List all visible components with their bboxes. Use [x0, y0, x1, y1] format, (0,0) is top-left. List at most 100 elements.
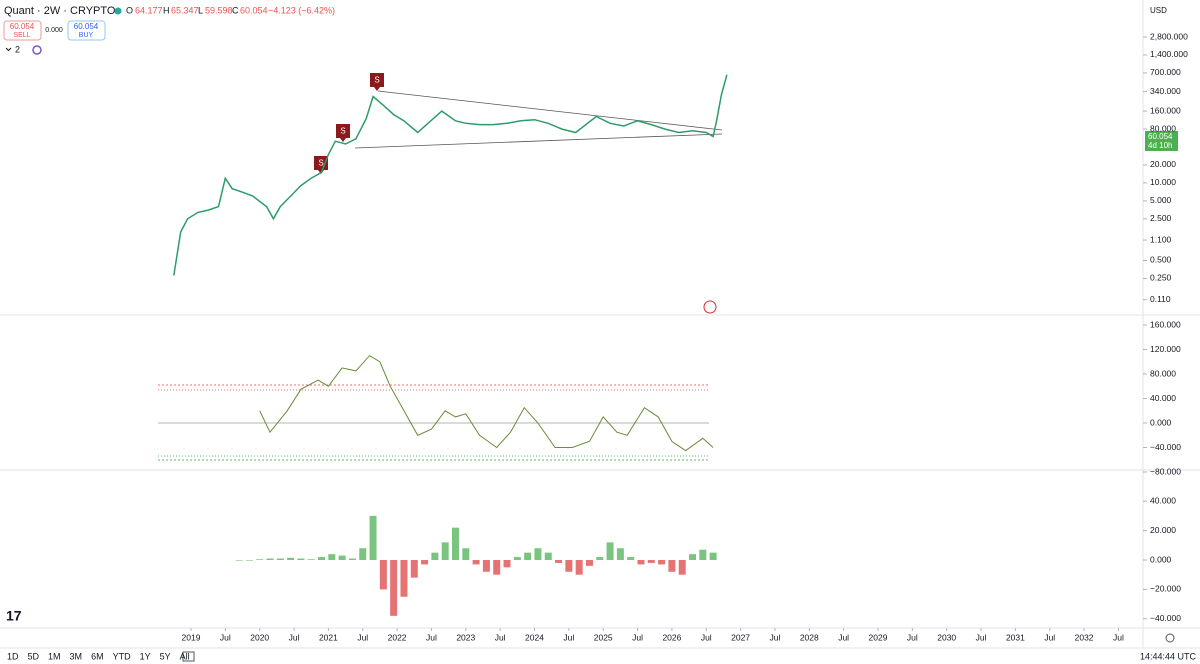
y-tick-label: 700.000	[1150, 67, 1181, 77]
y-tick-label: 10.000	[1150, 177, 1176, 187]
time-tick-label: 2026	[662, 632, 681, 642]
histogram-bar	[287, 557, 295, 560]
histogram-bar	[658, 560, 666, 565]
spread: 0.000	[45, 27, 63, 34]
ohlc-label: L	[198, 5, 203, 15]
collapse-icon[interactable]	[5, 47, 12, 52]
series-line	[173, 74, 728, 276]
histogram-bar	[534, 548, 542, 560]
time-tick-label: 2025	[594, 632, 613, 642]
change: −4.123 (−6.42%)	[268, 5, 335, 15]
histogram-bar	[410, 560, 418, 578]
histogram-bar	[451, 527, 459, 560]
svg-text:S: S	[374, 76, 379, 85]
time-tick-label: 2031	[1006, 632, 1025, 642]
y-tick-label: 2.500	[1150, 213, 1172, 223]
y-tick-label: 20.000	[1150, 525, 1176, 535]
histogram-bar	[575, 560, 583, 575]
time-tick-label: 2024	[525, 632, 544, 642]
price-tag	[1145, 131, 1178, 151]
range-button[interactable]: 5D	[28, 651, 40, 661]
y-tick-label: 0.000	[1150, 417, 1172, 427]
y-tick-label: 120.000	[1150, 344, 1181, 354]
y-tick-label: 0.500	[1150, 255, 1172, 265]
y-tick-label: −40.000	[1150, 442, 1181, 452]
symbol[interactable]: Quant · 2W · CRYPTO	[4, 5, 116, 17]
y-tick-label: 2,800.000	[1150, 31, 1188, 41]
histogram-bar	[421, 560, 429, 565]
histogram-bar	[235, 560, 243, 561]
sell-marker: S	[370, 73, 384, 91]
histogram-bar	[307, 559, 315, 560]
histogram-bar	[462, 548, 470, 560]
histogram-bar	[369, 515, 377, 560]
ohlc-value: 59.598	[205, 5, 233, 15]
trend-line	[354, 133, 723, 149]
histogram-bar	[493, 560, 501, 575]
range-button[interactable]: 5Y	[160, 651, 171, 661]
histogram-bar	[328, 554, 336, 560]
histogram-bar	[678, 560, 686, 575]
histogram-bar	[668, 560, 676, 572]
y-tick-label: −80.000	[1150, 466, 1181, 476]
ohlc-value: 60.054	[240, 5, 268, 15]
buy-button[interactable]	[67, 20, 106, 41]
histogram-bar	[348, 558, 356, 560]
histogram-bar	[699, 549, 707, 560]
y-tick-label: 1.100	[1150, 234, 1172, 244]
range-button[interactable]: 1D	[7, 651, 19, 661]
range-button[interactable]: YTD	[113, 651, 132, 661]
date-range-icon[interactable]	[182, 651, 195, 662]
time-tick-label: 2027	[731, 632, 750, 642]
buy-label: BUY	[79, 32, 94, 39]
time-tick-label: Jul	[563, 632, 574, 642]
y-tick-label: 80.000	[1150, 368, 1176, 378]
time-tick-label: Jul	[770, 632, 781, 642]
time-tick-label: Jul	[907, 632, 918, 642]
histogram-bar	[585, 560, 593, 566]
range-button[interactable]: All	[180, 651, 190, 661]
y-tick-label: 340.000	[1150, 86, 1181, 96]
time-tick-label: Jul	[426, 632, 437, 642]
range-button[interactable]: 3M	[70, 651, 83, 661]
settings-icon[interactable]	[1165, 633, 1175, 643]
sell-label: SELL	[13, 32, 30, 39]
time-tick-label: 2030	[937, 632, 956, 642]
time-tick-label: 2023	[456, 632, 475, 642]
series-line	[259, 354, 714, 452]
histogram-bar	[297, 558, 305, 560]
time-tick-label: Jul	[357, 632, 368, 642]
y-tick-label: −40.000	[1150, 613, 1181, 623]
flag-icon[interactable]	[703, 300, 717, 314]
logo: 17	[6, 608, 22, 624]
svg-text:S: S	[340, 127, 345, 136]
histogram-bar	[338, 555, 346, 560]
indicator-count[interactable]: 2	[15, 44, 20, 54]
time-tick-label: Jul	[1113, 632, 1124, 642]
time-tick-label: Jul	[838, 632, 849, 642]
time-tick-label: 2021	[319, 632, 338, 642]
time-tick-label: 2028	[800, 632, 819, 642]
currency[interactable]: USD	[1150, 6, 1167, 15]
y-tick-label: 5.000	[1150, 195, 1172, 205]
time-tick-label: 2022	[388, 632, 407, 642]
indicator-icon[interactable]	[32, 45, 42, 55]
histogram-bar	[616, 548, 624, 560]
ohlc-label: H	[163, 5, 170, 15]
time-tick-label: Jul	[220, 632, 231, 642]
sell-button[interactable]	[3, 20, 42, 41]
ohlc-value: 65.347	[171, 5, 199, 15]
range-button[interactable]: 1M	[48, 651, 61, 661]
histogram-bar	[482, 560, 490, 572]
range-button[interactable]: 6M	[91, 651, 104, 661]
range-button[interactable]: 1Y	[140, 651, 151, 661]
y-tick-label: 160.000	[1150, 105, 1181, 115]
y-tick-label: 40.000	[1150, 393, 1176, 403]
time-tick-label: Jul	[1044, 632, 1055, 642]
y-tick-label: 80.000	[1150, 123, 1176, 133]
histogram-bar	[245, 560, 253, 561]
y-tick-label: 20.000	[1150, 159, 1176, 169]
histogram-bar	[606, 542, 614, 560]
time-tick-label: 2032	[1075, 632, 1094, 642]
